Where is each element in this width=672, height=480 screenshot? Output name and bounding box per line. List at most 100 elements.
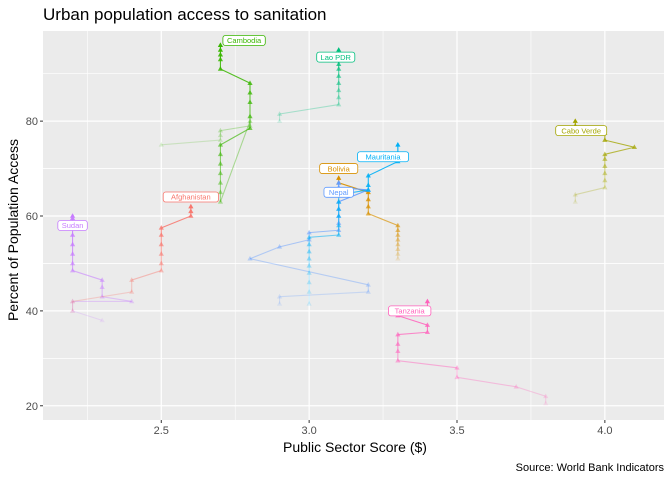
data-point — [188, 208, 194, 214]
data-point — [336, 73, 342, 78]
x-tick-label: 3.0 — [301, 425, 316, 437]
data-point — [217, 161, 224, 166]
series-segment — [575, 187, 605, 196]
data-point — [158, 142, 164, 147]
data-point — [217, 189, 224, 195]
data-point — [217, 42, 224, 48]
data-point — [395, 246, 401, 252]
data-point — [365, 182, 371, 187]
series-segment — [249, 246, 280, 260]
data-point — [69, 308, 76, 313]
data-point — [306, 234, 312, 240]
series-layer — [69, 42, 638, 406]
series-label-text: Nepal — [329, 188, 349, 197]
data-point — [69, 308, 76, 313]
data-point — [543, 393, 549, 399]
x-tick-label: 4.0 — [597, 425, 612, 437]
data-point — [276, 300, 283, 306]
data-point — [424, 322, 431, 327]
data-point — [217, 132, 224, 138]
data-point — [602, 137, 608, 142]
data-point — [158, 260, 164, 266]
series-afghanistan — [69, 203, 194, 313]
series-label-box — [555, 125, 608, 137]
data-point — [365, 281, 371, 287]
y-tick-label: 60 — [26, 211, 38, 223]
data-point — [69, 213, 76, 218]
data-point — [247, 80, 253, 85]
data-point — [365, 172, 371, 178]
data-point — [602, 163, 608, 169]
data-point — [424, 298, 431, 304]
data-point — [395, 232, 401, 237]
data-point — [395, 142, 401, 147]
data-point — [336, 180, 342, 185]
series-label-text: Bolivia — [328, 164, 351, 173]
data-point — [395, 357, 401, 363]
data-point — [336, 66, 342, 71]
annotation-layer: Sudan Afghanistan Cambodia Lao PDR Bolivia Ne… — [57, 35, 608, 317]
series-label: Tanzania — [388, 305, 432, 317]
x-tick-label: 3.5 — [449, 425, 464, 437]
data-point — [158, 251, 164, 256]
plot-panel — [43, 31, 664, 420]
series-label-text: Lao PDR — [321, 53, 352, 62]
series-segment — [279, 103, 339, 115]
data-point — [158, 241, 164, 247]
y-axis-ticks: 20 40 60 80 — [26, 116, 43, 413]
y-tick-label: 20 — [26, 401, 38, 413]
data-point — [395, 241, 401, 247]
data-point — [217, 66, 224, 71]
data-point — [454, 365, 460, 370]
series-label-box — [323, 186, 354, 198]
series-label-box — [316, 51, 356, 63]
data-point — [247, 89, 253, 95]
data-point — [572, 198, 578, 204]
data-point — [306, 236, 312, 242]
data-point — [158, 225, 164, 230]
data-point — [454, 374, 460, 380]
data-point — [247, 255, 253, 261]
x-axis-ticks: 2.5 3.0 3.5 4.0 — [154, 420, 613, 437]
series-segment — [102, 296, 132, 302]
series-bolivia — [336, 175, 401, 261]
data-point — [572, 191, 578, 197]
data-point — [602, 170, 608, 176]
series-segment — [515, 386, 546, 397]
data-point — [336, 175, 342, 180]
series-segment — [397, 331, 428, 336]
series-label: Afghanistan — [162, 191, 219, 203]
series-segment — [397, 315, 428, 326]
series-label: Bolivia — [319, 163, 359, 174]
data-point — [129, 289, 135, 294]
data-point — [217, 180, 224, 185]
data-point — [217, 198, 224, 204]
series-segment — [161, 215, 192, 229]
data-point — [247, 123, 253, 128]
series-segment — [72, 270, 103, 281]
series-label-box — [222, 35, 266, 46]
data-point — [365, 289, 371, 294]
data-point — [306, 263, 312, 268]
series-label: Mauritania — [357, 151, 409, 163]
series-segment — [131, 270, 162, 281]
data-point — [69, 251, 76, 256]
data-point — [336, 80, 342, 85]
data-point — [336, 94, 342, 100]
data-point — [217, 47, 224, 52]
data-point — [395, 251, 401, 256]
series-segment — [249, 258, 369, 286]
series-segment — [279, 291, 369, 298]
data-point — [336, 232, 342, 237]
data-point — [336, 206, 342, 211]
series-label: Cabo Verde — [555, 125, 608, 137]
data-point — [158, 267, 164, 273]
data-point — [99, 284, 105, 289]
series-segment — [72, 310, 103, 321]
data-point — [247, 125, 253, 131]
data-point — [217, 142, 224, 147]
series-label: Lao PDR — [316, 51, 356, 63]
data-point — [395, 331, 401, 337]
data-point — [602, 156, 608, 161]
